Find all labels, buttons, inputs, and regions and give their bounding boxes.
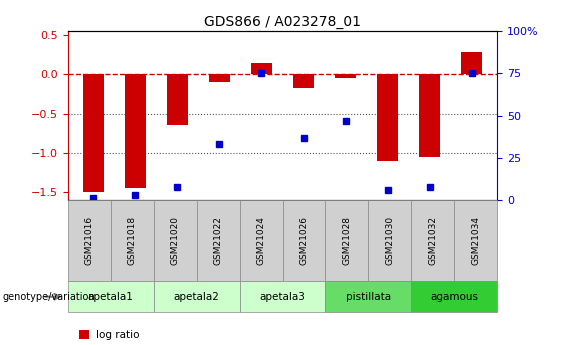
Bar bbox=[419, 74, 440, 157]
Bar bbox=[377, 74, 398, 161]
Bar bbox=[82, 74, 103, 192]
Title: GDS866 / A023278_01: GDS866 / A023278_01 bbox=[204, 14, 361, 29]
Text: GSM21020: GSM21020 bbox=[171, 216, 180, 265]
Text: GSM21034: GSM21034 bbox=[471, 216, 480, 265]
Text: GSM21016: GSM21016 bbox=[85, 216, 94, 265]
Text: GSM21026: GSM21026 bbox=[299, 216, 308, 265]
Text: pistillata: pistillata bbox=[346, 292, 391, 302]
Text: apetala1: apetala1 bbox=[88, 292, 134, 302]
Text: GSM21022: GSM21022 bbox=[214, 216, 223, 265]
Bar bbox=[125, 74, 146, 188]
Text: GSM21032: GSM21032 bbox=[428, 216, 437, 265]
Text: log ratio: log ratio bbox=[96, 330, 140, 339]
Text: agamous: agamous bbox=[431, 292, 478, 302]
Text: apetala3: apetala3 bbox=[259, 292, 306, 302]
Text: GSM21030: GSM21030 bbox=[385, 216, 394, 265]
Text: apetala2: apetala2 bbox=[173, 292, 220, 302]
Bar bbox=[335, 74, 356, 78]
Text: GSM21024: GSM21024 bbox=[257, 216, 266, 265]
Bar bbox=[462, 52, 483, 74]
Text: GSM21018: GSM21018 bbox=[128, 216, 137, 265]
Bar bbox=[293, 74, 314, 88]
Text: genotype/variation: genotype/variation bbox=[3, 292, 95, 302]
Bar bbox=[209, 74, 230, 82]
Bar bbox=[167, 74, 188, 125]
Bar bbox=[251, 62, 272, 74]
Text: GSM21028: GSM21028 bbox=[342, 216, 351, 265]
